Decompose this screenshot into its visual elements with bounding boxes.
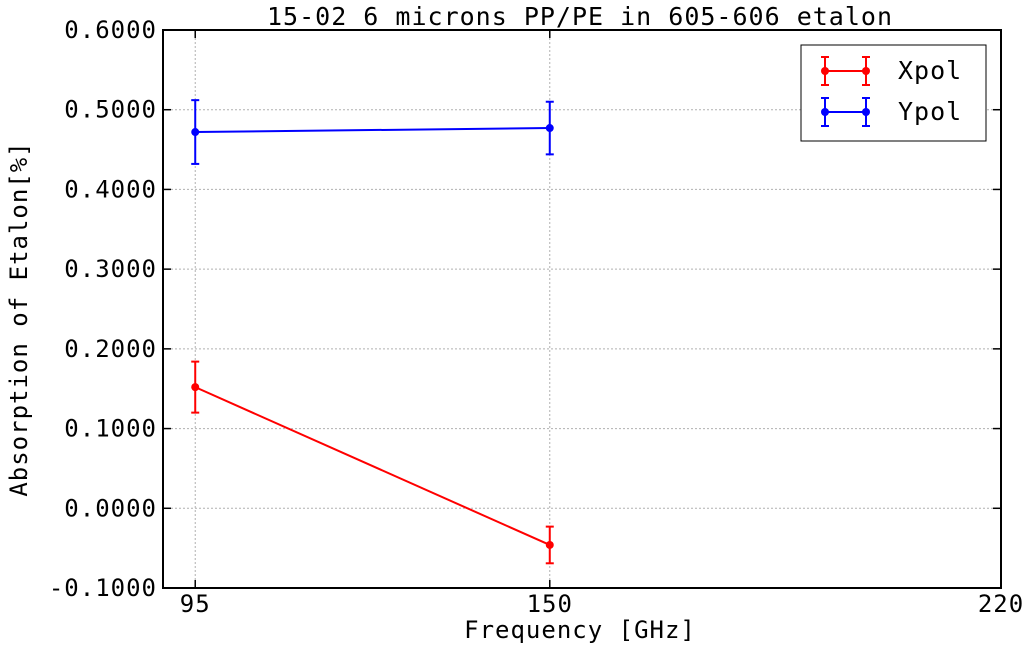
legend-box [800, 44, 987, 142]
legend-marker [821, 108, 829, 116]
series-line-ypol [195, 127, 550, 134]
legend-marker [821, 67, 829, 75]
data-point [545, 540, 554, 549]
data-point [545, 124, 554, 133]
y-tick-label: -0.1000 [49, 574, 157, 602]
y-tick-label: 0.1000 [64, 415, 157, 443]
y-tick-label: 0.3000 [64, 255, 157, 283]
legend: Xpol Ypol [800, 44, 987, 142]
legend-marker [862, 67, 870, 75]
series-ypol [191, 99, 554, 165]
legend-label: Ypol [898, 97, 962, 126]
legend-marker [862, 108, 870, 116]
data-point [191, 383, 200, 392]
y-axis-label: Absorption of Etalon[%] [5, 141, 33, 496]
data-point [191, 128, 200, 137]
y-tick-label: 0.2000 [64, 335, 157, 363]
series-xpol [191, 360, 554, 565]
y-tick-label: 0.6000 [64, 16, 157, 44]
y-tick-label: 0.4000 [64, 175, 157, 203]
y-tick-label: 0.0000 [64, 494, 157, 522]
plot-frame [162, 29, 1002, 589]
tick-labels: -0.1000 0.0000 0.1000 0.2000 0.3000 0.4000 0.5… [49, 16, 1024, 618]
x-tick-label: 150 [527, 590, 573, 618]
x-tick-label: 95 [180, 590, 211, 618]
series-line-xpol [194, 386, 551, 546]
legend-label: Xpol [898, 56, 962, 85]
chart-title: 15-02 6 microns PP/PE in 605-606 etalon [267, 2, 893, 31]
series-layer [191, 99, 554, 565]
y-tick-label: 0.5000 [64, 96, 157, 124]
x-tick-label: 220 [978, 590, 1024, 618]
legend-entry-xpol: Xpol [821, 56, 962, 86]
x-axis-label: Frequency [GHz] [464, 616, 696, 644]
legend-entry-ypol: Ypol [821, 97, 962, 127]
ticks [163, 29, 1002, 589]
